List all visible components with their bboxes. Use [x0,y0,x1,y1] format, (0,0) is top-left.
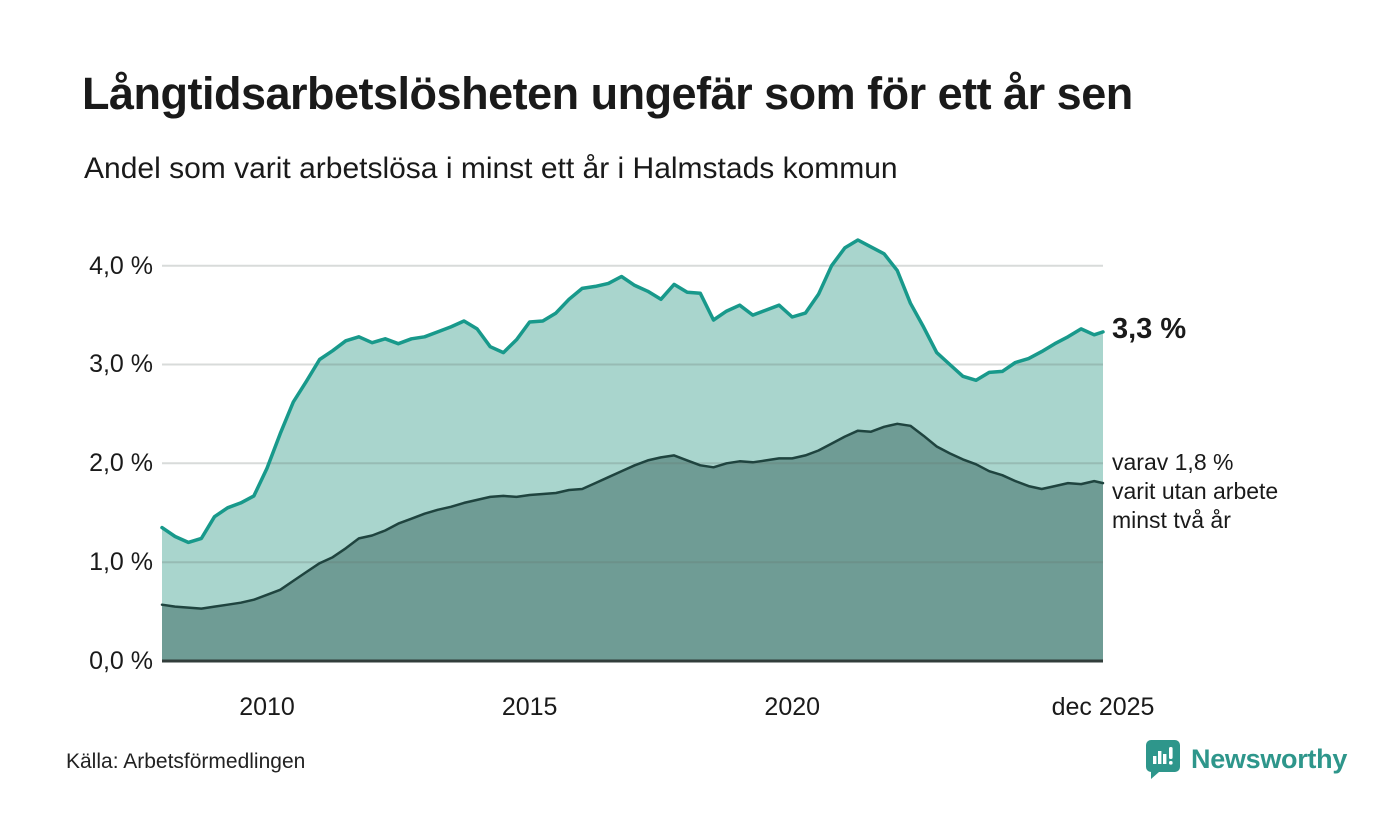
y-tick-label: 3,0 % [89,350,153,379]
area-fill [162,423,1103,661]
secondary-annotation-line: minst två år [1112,507,1231,533]
series-line [160,422,1105,610]
logo-exclamation-icon [1169,761,1173,765]
source-note: Källa: Arbetsförmedlingen [66,750,306,773]
logo-exclamation-icon [1169,747,1173,759]
x-tick-label: 2010 [239,693,295,721]
newsworthy-logo-icon [1146,740,1180,779]
secondary-annotation-line: varit utan arbete [1112,478,1279,504]
secondary-annotation: varav 1,8 % varit utan arbete minst två … [1112,448,1278,535]
logo-bar-icon [1163,754,1167,764]
y-tick-label: 0,0 % [89,647,153,675]
secondary-annotation-line: varav 1,8 % [1112,449,1234,475]
y-tick-label: 1,0 % [89,548,153,577]
x-tick-label: dec 2025 [1051,693,1155,721]
logo-bar-icon [1158,751,1162,764]
y-tick-label: 4,0 % [89,251,153,280]
end-value-label: 3,3 % [1112,313,1187,345]
page-title: Långtidsarbetslösheten ungefär som för e… [82,68,1133,119]
page-subtitle: Andel som varit arbetslösa i minst ett å… [84,152,898,185]
newsworthy-logo: Newsworthy [1144,738,1347,780]
x-tick-label: 2020 [764,693,821,721]
y-tick-label: 2,0 % [89,449,153,478]
x-tick-label: 2015 [501,693,558,721]
logo-bar-icon [1153,756,1157,764]
series-line [160,238,1105,545]
newsworthy-logo-text: Newsworthy [1191,743,1348,774]
